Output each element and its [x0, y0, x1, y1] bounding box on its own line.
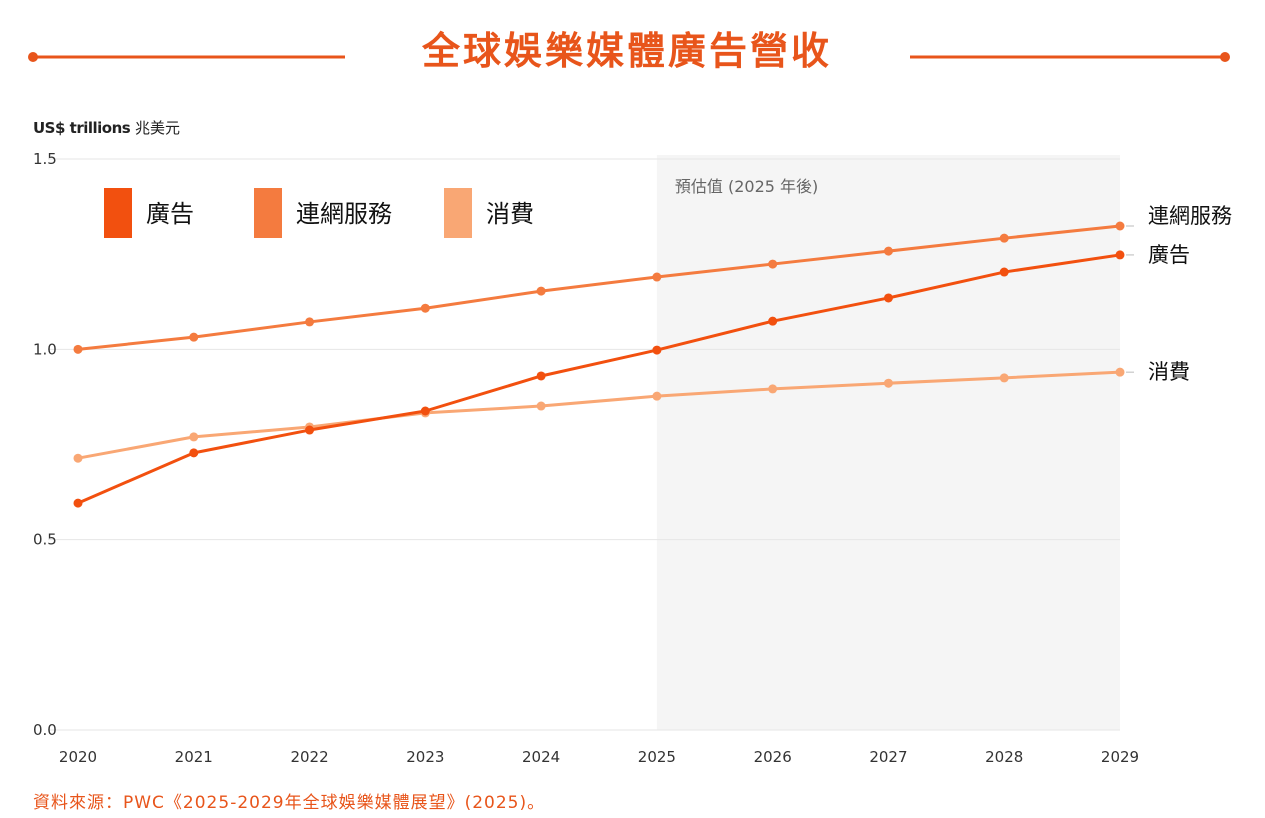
data-point — [1115, 221, 1125, 231]
data-point — [536, 401, 546, 411]
data-point — [189, 332, 199, 342]
forecast-region — [656, 155, 1120, 730]
x-tick-label: 2025 — [638, 748, 676, 766]
data-point — [999, 373, 1009, 383]
data-point — [420, 303, 430, 313]
x-tick-label: 2023 — [406, 748, 444, 766]
data-point — [768, 259, 778, 269]
x-tick-label: 2027 — [869, 748, 907, 766]
legend-swatch — [104, 188, 132, 238]
series-end-label: 廣告 — [1148, 243, 1190, 267]
x-tick-label: 2022 — [290, 748, 328, 766]
chart-title: 全球娛樂媒體廣告營收 — [421, 29, 832, 73]
data-point — [652, 391, 662, 401]
data-point — [305, 425, 315, 435]
y-tick-label: 0.0 — [33, 721, 57, 739]
title-rule-left-dot — [28, 52, 38, 62]
data-point — [536, 286, 546, 296]
y-tick-label: 0.5 — [33, 531, 57, 549]
data-point — [652, 345, 662, 355]
data-point — [883, 293, 893, 303]
legend-label: 廣告 — [146, 200, 194, 228]
x-tick-label: 2026 — [754, 748, 792, 766]
x-tick-label: 2028 — [985, 748, 1023, 766]
data-point — [999, 233, 1009, 243]
data-point — [73, 453, 83, 463]
y-tick-label: 1.0 — [33, 340, 57, 358]
data-point — [420, 406, 430, 416]
y-tick-label: 1.5 — [33, 150, 57, 168]
legend-label: 消費 — [486, 200, 534, 228]
data-point — [305, 317, 315, 327]
data-point — [189, 432, 199, 442]
forecast-label: 預估值 (2025 年後) — [675, 177, 818, 196]
data-point — [1115, 367, 1125, 377]
source-note: 資料來源：PWC《2025-2029年全球娛樂媒體展望》(2025)。 — [33, 793, 545, 813]
title-rule-right-dot — [1220, 52, 1230, 62]
data-point — [1115, 250, 1125, 260]
data-point — [768, 316, 778, 326]
data-point — [73, 344, 83, 354]
legend-label: 連網服務 — [296, 200, 392, 228]
x-tick-label: 2020 — [59, 748, 97, 766]
data-point — [189, 448, 199, 458]
data-point — [652, 272, 662, 282]
data-point — [883, 378, 893, 388]
series-line-2 — [77, 224, 1121, 351]
series-line-1 — [77, 253, 1121, 505]
data-point — [999, 267, 1009, 277]
x-tick-label: 2029 — [1101, 748, 1139, 766]
series-line-3 — [77, 370, 1121, 460]
data-point — [536, 371, 546, 381]
data-point — [73, 498, 83, 508]
legend-swatch — [444, 188, 472, 238]
data-point — [883, 246, 893, 256]
y-axis-label: US$ trillions 兆美元 — [33, 119, 180, 137]
series-end-label: 消費 — [1148, 360, 1190, 384]
x-tick-label: 2021 — [175, 748, 213, 766]
data-point — [768, 384, 778, 394]
series-end-label: 連網服務 — [1148, 204, 1232, 228]
legend-swatch — [254, 188, 282, 238]
x-tick-label: 2024 — [522, 748, 560, 766]
